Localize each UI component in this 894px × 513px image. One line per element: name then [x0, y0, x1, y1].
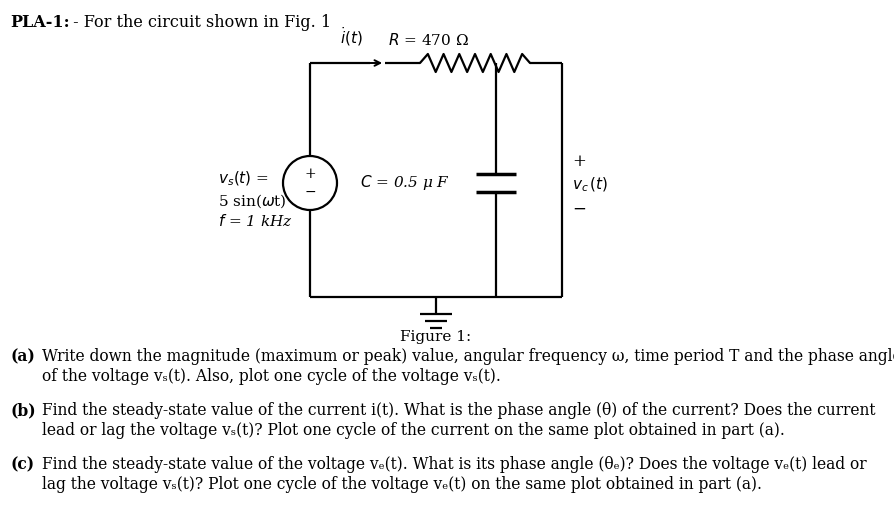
Text: $\dot{i}(t)$: $\dot{i}(t)$	[340, 25, 363, 48]
Text: −: −	[304, 185, 316, 199]
Text: Find the steady-state value of the current i(t). What is the phase angle (θ) of : Find the steady-state value of the curre…	[42, 402, 875, 419]
Text: (a): (a)	[10, 348, 35, 365]
Text: +: +	[304, 167, 316, 181]
Text: (c): (c)	[10, 456, 34, 473]
Text: −: −	[572, 201, 586, 218]
Text: $C$ = 0.5 μ F: $C$ = 0.5 μ F	[360, 173, 450, 192]
Text: - For the circuit shown in Fig. 1: - For the circuit shown in Fig. 1	[68, 14, 331, 31]
Text: Write down the magnitude (maximum or peak) value, angular frequency ω, time peri: Write down the magnitude (maximum or pea…	[42, 348, 894, 365]
Text: $R$ = 470 Ω: $R$ = 470 Ω	[388, 32, 468, 48]
Text: +: +	[572, 152, 586, 169]
Text: lead or lag the voltage vₛ(t)? Plot one cycle of the current on the same plot ob: lead or lag the voltage vₛ(t)? Plot one …	[42, 422, 785, 439]
Text: (b): (b)	[10, 402, 36, 419]
Text: Find the steady-state value of the voltage vₑ(t). What is its phase angle (θₑ)? : Find the steady-state value of the volta…	[42, 456, 866, 473]
Text: Figure 1:: Figure 1:	[401, 330, 472, 344]
Text: 5 sin($\omega$t): 5 sin($\omega$t)	[218, 192, 287, 210]
Text: $v_c\,(t)$: $v_c\,(t)$	[572, 176, 608, 194]
Text: $f$ = 1 kHz: $f$ = 1 kHz	[218, 213, 293, 229]
Text: PLA-1:: PLA-1:	[10, 14, 70, 31]
Text: lag the voltage vₛ(t)? Plot one cycle of the voltage vₑ(t) on the same plot obta: lag the voltage vₛ(t)? Plot one cycle of…	[42, 476, 762, 493]
Text: $v_s(t)$ =: $v_s(t)$ =	[218, 170, 269, 188]
Text: of the voltage vₛ(t). Also, plot one cycle of the voltage vₛ(t).: of the voltage vₛ(t). Also, plot one cyc…	[42, 368, 501, 385]
